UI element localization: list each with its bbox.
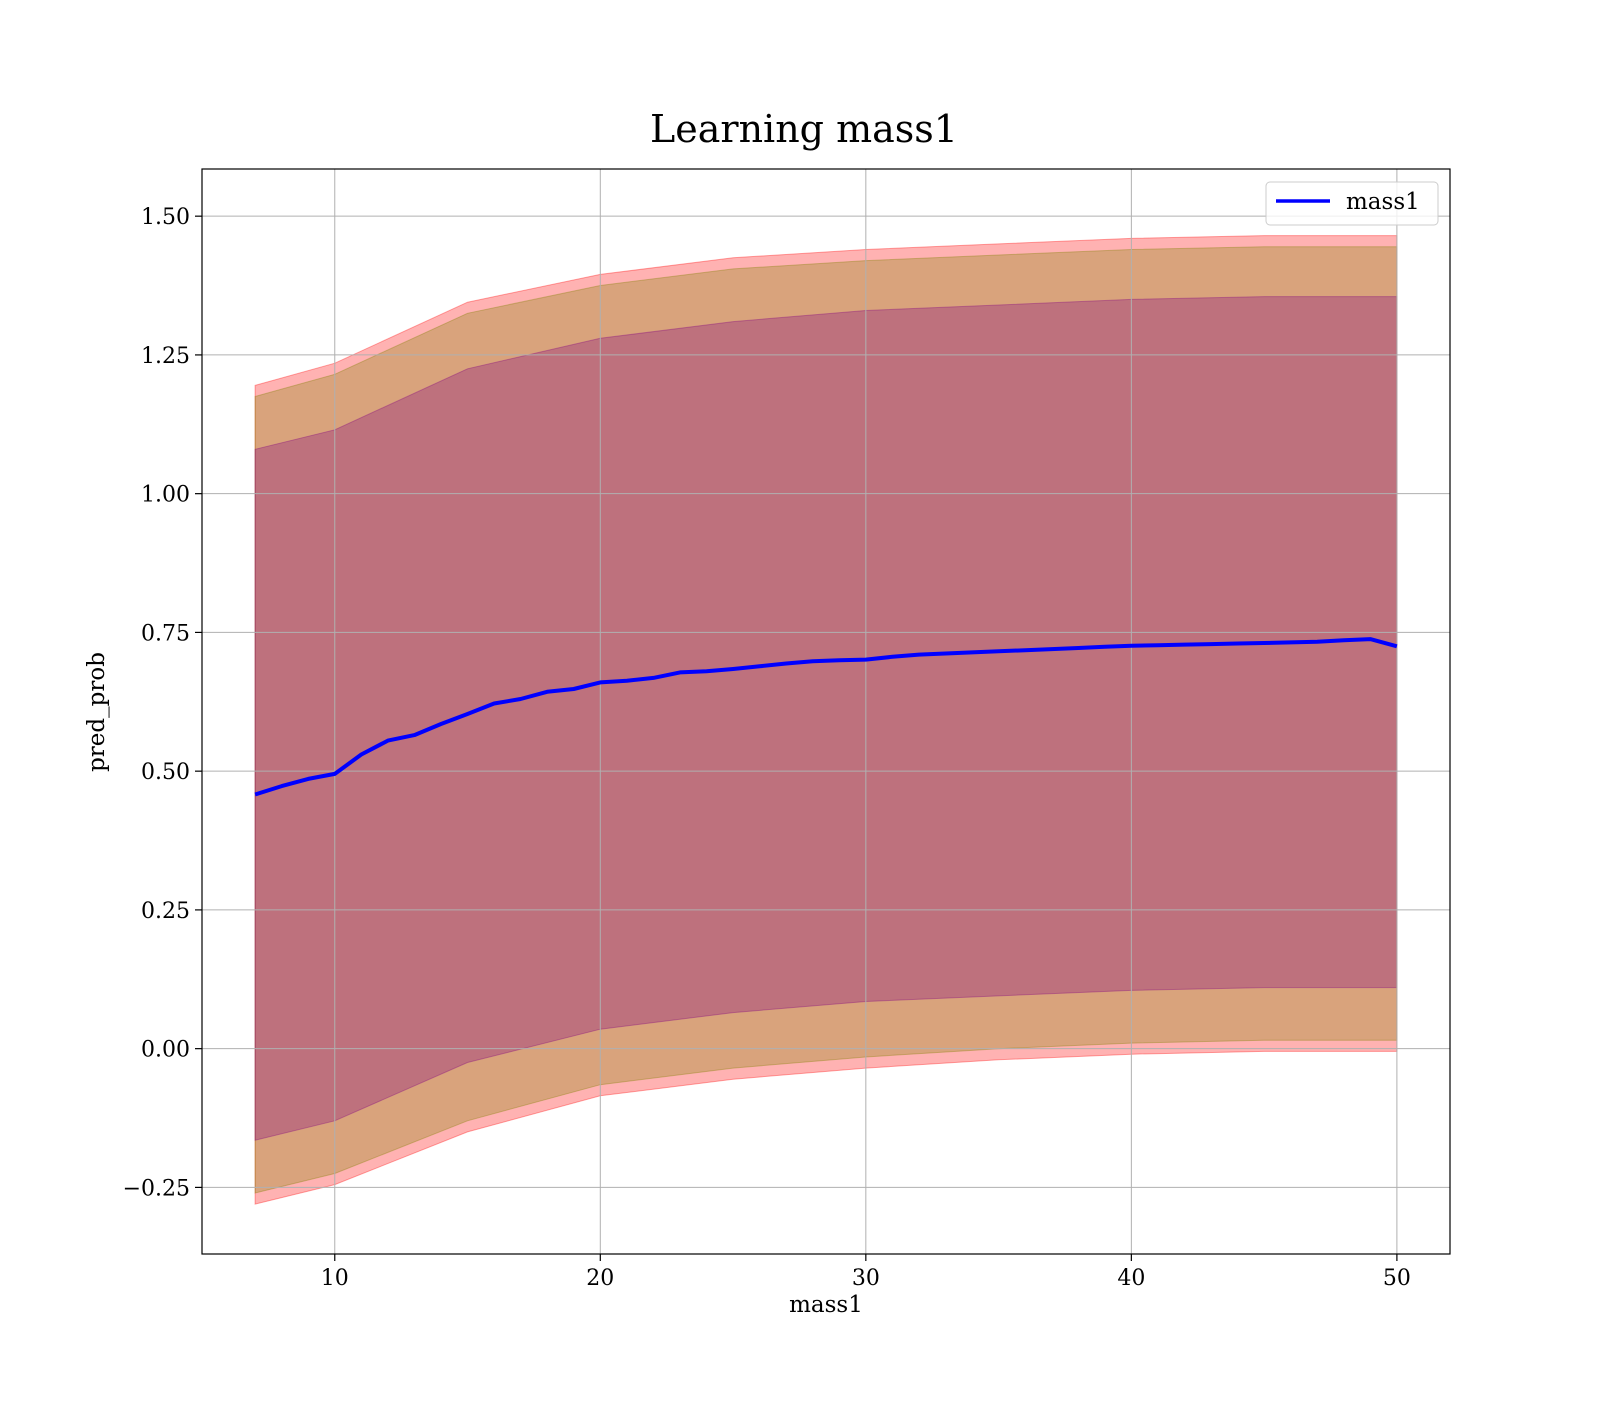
series-lines xyxy=(254,637,1398,797)
grid-lines xyxy=(202,169,1450,1254)
plot-area-frame xyxy=(201,168,1451,1255)
y-tick-label: 1.25 xyxy=(141,344,190,369)
y-tick-label: 0.50 xyxy=(141,760,190,785)
series-line-mass1 xyxy=(254,637,1398,797)
y-tick-label: −0.25 xyxy=(123,1176,190,1201)
plot-area-background xyxy=(202,169,1450,1254)
legend: mass1 xyxy=(1265,181,1439,226)
confidence-bands xyxy=(254,235,1398,1205)
y-tick-label: 1.00 xyxy=(141,483,190,508)
x-tick-label: 50 xyxy=(1383,1266,1411,1291)
x-tick-label: 10 xyxy=(321,1266,349,1291)
legend-box xyxy=(1265,181,1439,226)
y-tick-label: 0.75 xyxy=(141,621,190,646)
y-axis-ticks: −0.25 0.00 0.25 0.50 0.75 1.00 1.25 1.50 xyxy=(123,205,202,1201)
x-tick-label: 20 xyxy=(586,1266,614,1291)
chart-title: Learning mass1 xyxy=(650,107,958,151)
x-axis-label: mass1 xyxy=(789,1292,863,1318)
y-axis-label: pred_prob xyxy=(84,652,110,772)
y-tick-label: 0.00 xyxy=(141,1038,190,1063)
x-tick-label: 30 xyxy=(852,1266,880,1291)
x-tick-label: 40 xyxy=(1117,1266,1145,1291)
y-tick-label: 1.50 xyxy=(141,205,190,230)
x-axis-ticks: 10 20 30 40 50 xyxy=(321,1254,1411,1291)
legend-label-mass1: mass1 xyxy=(1346,189,1420,215)
y-tick-label: 0.25 xyxy=(141,899,190,924)
